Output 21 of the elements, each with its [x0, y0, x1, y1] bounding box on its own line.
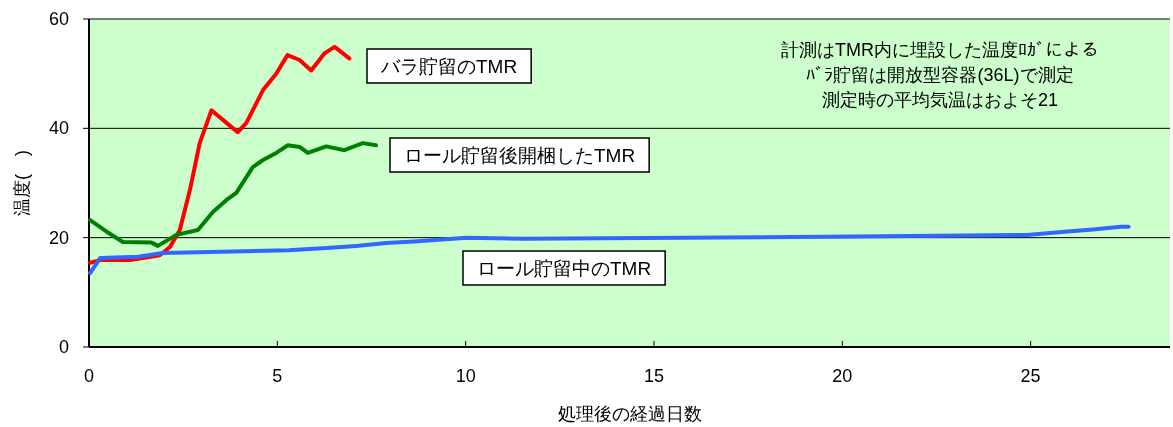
x-tick-label: 25	[1020, 366, 1041, 386]
line-series	[88, 224, 1131, 276]
y-axis-title: 温度( )	[12, 150, 32, 216]
x-tick-label: 10	[455, 366, 476, 386]
line-series	[88, 44, 352, 265]
x-tick-label: 5	[272, 366, 283, 386]
x-axis-title: 処理後の経過日数	[557, 404, 702, 424]
line-series	[88, 141, 378, 248]
x-tick-label: 20	[832, 366, 853, 386]
x-tick-label: 0	[83, 366, 95, 386]
series-label: ロール貯留後開梱したTMR	[404, 145, 636, 166]
series-label: バラ貯留のTMR	[380, 56, 518, 77]
annotation: 測定時の平均気温はおよそ21	[821, 90, 1059, 110]
y-tick-label: 40	[48, 118, 69, 139]
y-tick-label: 0	[58, 337, 69, 357]
series-label: ロール貯留中のTMR	[477, 258, 652, 279]
annotation: 計測はTMR内に埋設した温度ﾛｶﾞによる	[781, 40, 1099, 60]
y-tick-label: 20	[48, 227, 69, 248]
y-tick-label: 60	[48, 9, 69, 29]
annotation: ﾊﾞﾗ貯留は開放型容器(36L)で測定	[806, 65, 1074, 85]
x-tick-label: 15	[643, 366, 664, 386]
